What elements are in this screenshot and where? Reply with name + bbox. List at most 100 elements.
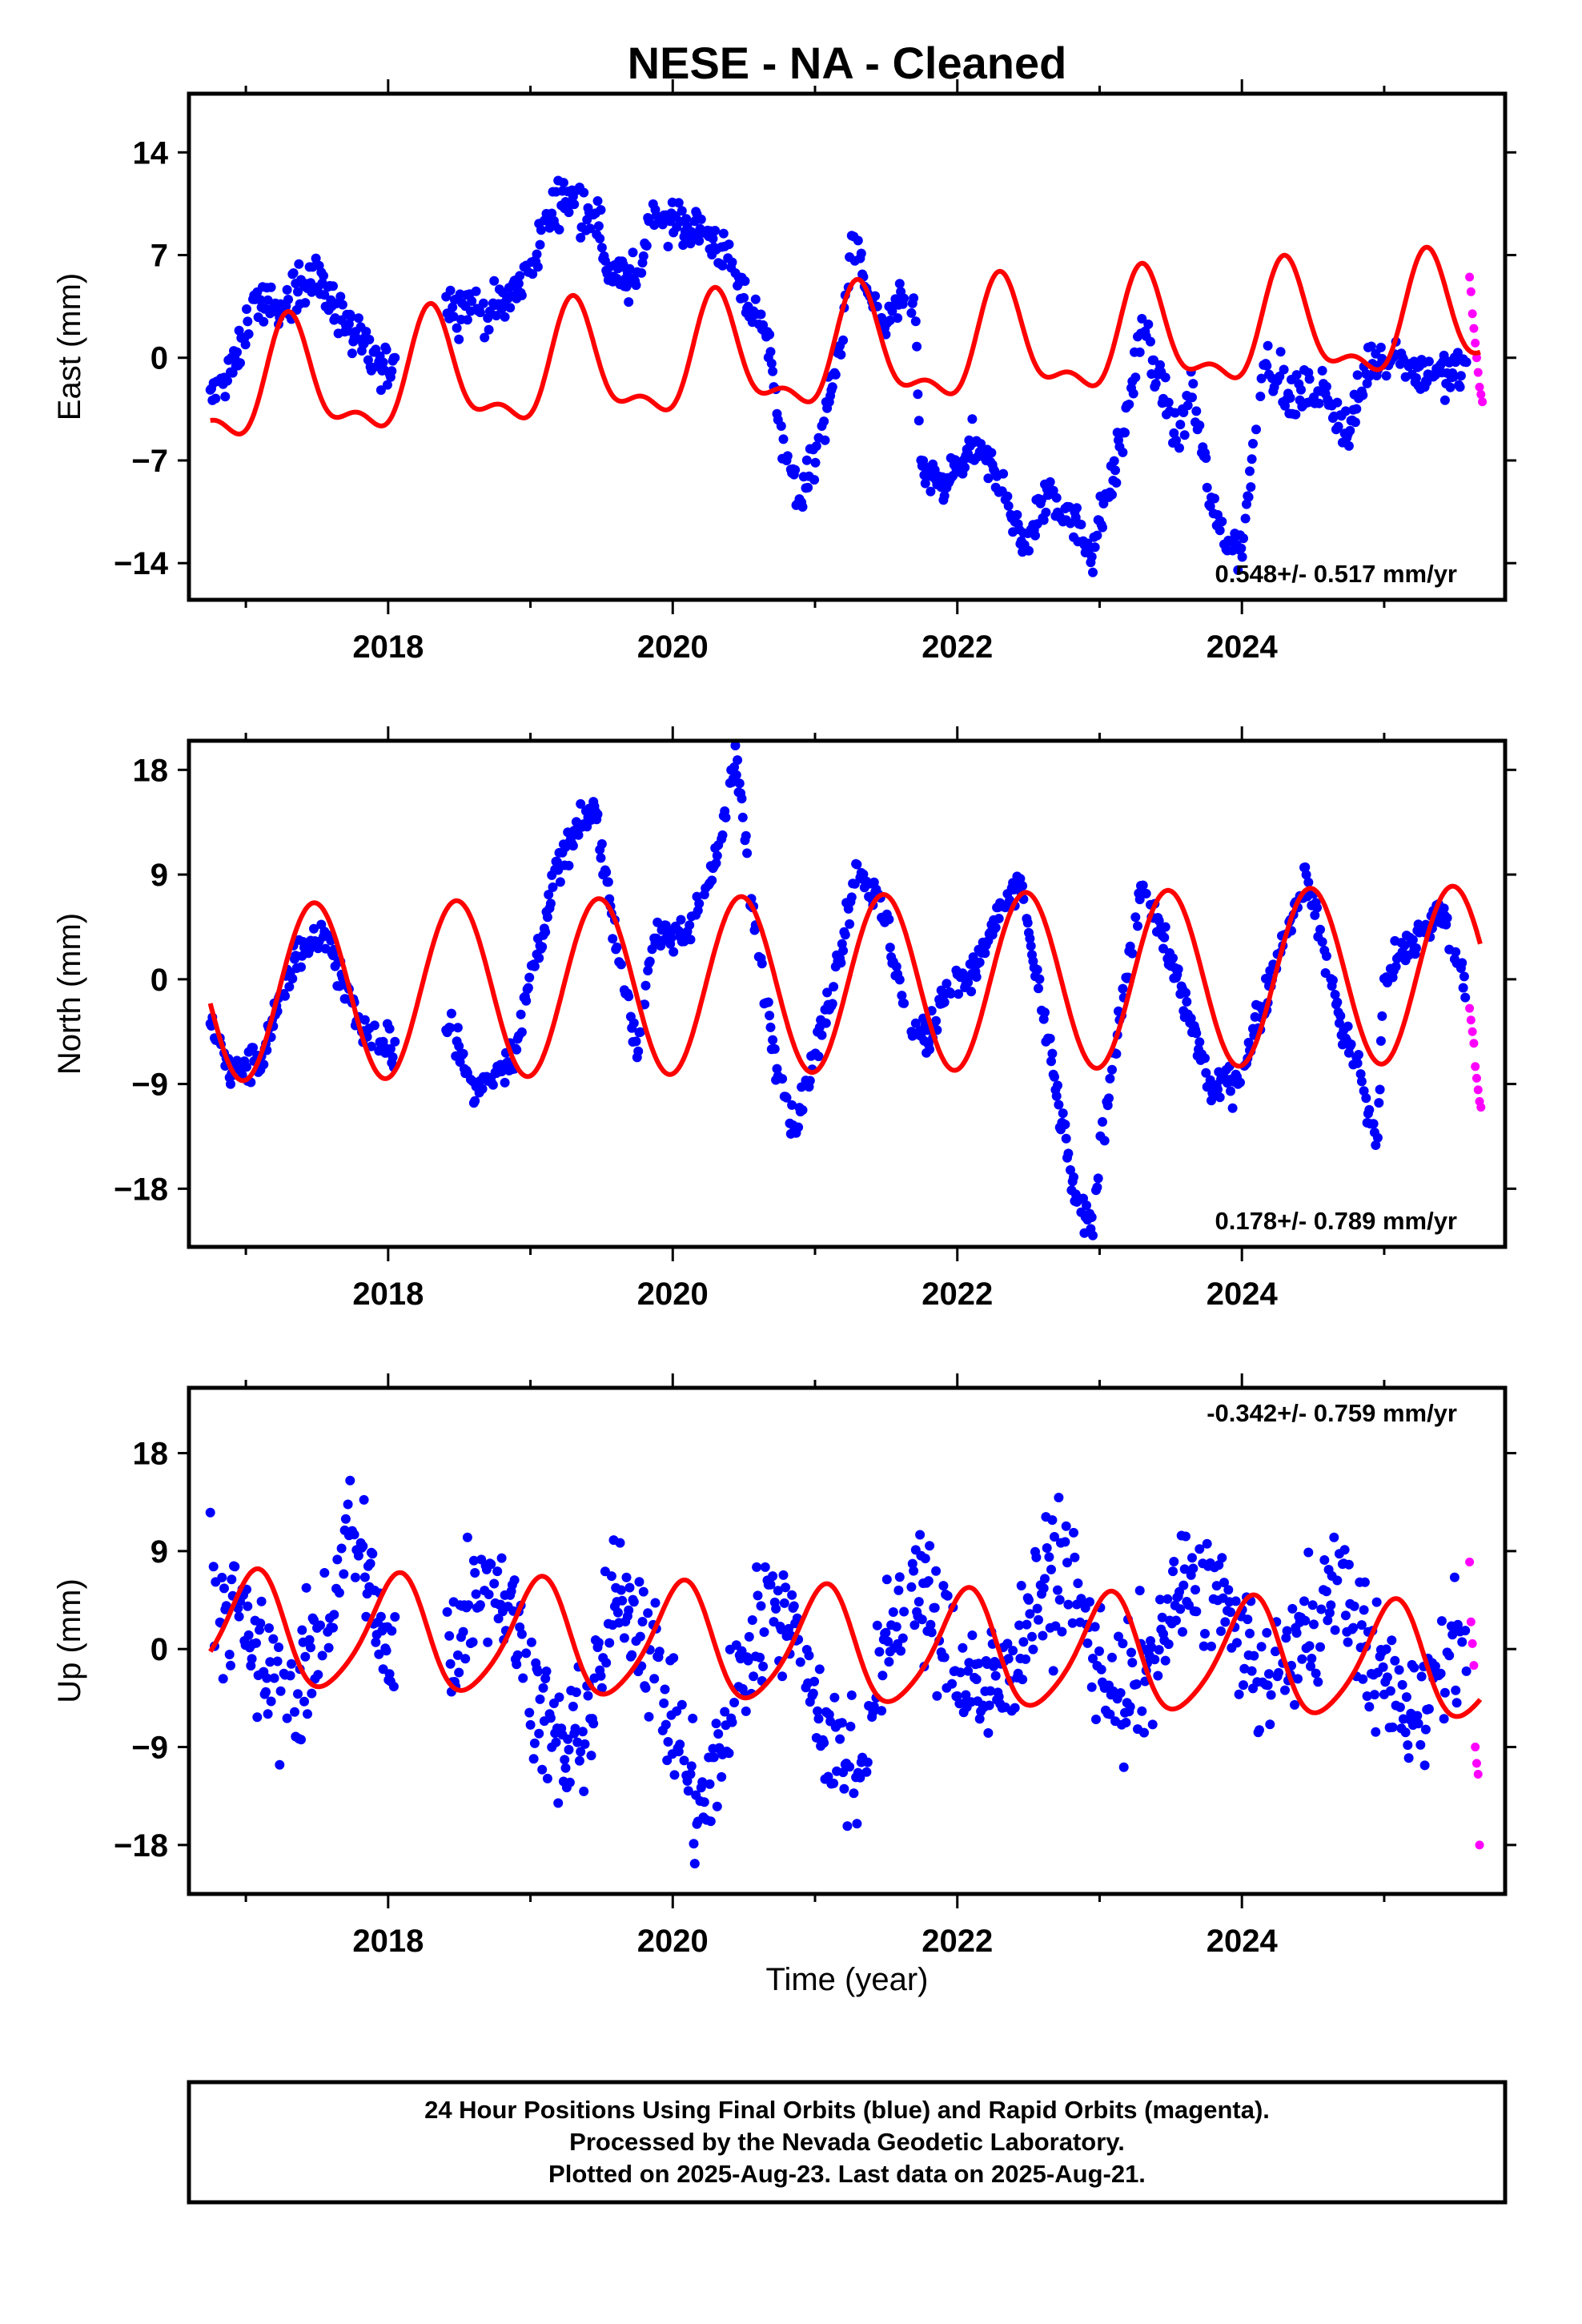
- final-point-up: [313, 1670, 323, 1680]
- final-point-up: [1220, 1617, 1231, 1627]
- final-point-east: [1045, 476, 1055, 487]
- final-point-north: [1372, 1132, 1383, 1143]
- final-point-up: [661, 1719, 671, 1730]
- final-point-up: [1157, 1612, 1167, 1622]
- x-tick-label-north-0: 2018: [352, 1277, 424, 1312]
- final-point-east: [1340, 406, 1351, 416]
- final-point-north: [542, 912, 552, 923]
- final-point-up: [1163, 1639, 1174, 1650]
- final-point-east: [467, 296, 477, 306]
- final-point-north: [793, 1122, 804, 1132]
- final-point-north: [994, 914, 1004, 923]
- final-point-up: [296, 1735, 306, 1745]
- final-point-up: [752, 1562, 762, 1572]
- final-point-north: [1356, 1076, 1367, 1087]
- final-point-north: [1186, 1013, 1196, 1023]
- final-point-north: [523, 983, 533, 993]
- final-point-up: [1199, 1641, 1209, 1651]
- rapid-point-north-8: [1476, 1103, 1486, 1112]
- final-point-north: [1300, 862, 1311, 872]
- final-point-north: [884, 915, 894, 924]
- final-point-east: [1375, 342, 1386, 352]
- final-point-east: [782, 451, 793, 461]
- final-point-up: [263, 1709, 273, 1719]
- final-point-east: [1178, 408, 1189, 417]
- final-point-up: [1125, 1702, 1135, 1712]
- final-point-up: [1439, 1714, 1449, 1724]
- final-point-east: [532, 262, 543, 272]
- final-point-north: [910, 1018, 921, 1028]
- final-point-north: [616, 959, 626, 970]
- final-point-up: [583, 1691, 593, 1701]
- final-point-north: [1046, 1056, 1056, 1067]
- final-point-east: [1143, 320, 1154, 329]
- final-point-up: [939, 1652, 950, 1663]
- final-point-east: [696, 214, 706, 224]
- final-point-east: [1262, 360, 1272, 371]
- final-point-up: [1169, 1557, 1179, 1566]
- final-point-up: [1191, 1606, 1202, 1617]
- final-point-north: [500, 1077, 510, 1088]
- final-point-north: [931, 1015, 942, 1026]
- final-point-up: [1139, 1727, 1149, 1738]
- final-point-east: [819, 416, 829, 427]
- final-point-east: [1051, 493, 1062, 503]
- final-point-east: [1215, 525, 1225, 536]
- final-point-north: [521, 995, 532, 1006]
- final-point-up: [1107, 1652, 1117, 1663]
- final-point-up: [365, 1558, 375, 1569]
- final-point-up: [563, 1734, 573, 1744]
- final-point-east: [750, 294, 761, 304]
- final-point-up: [955, 1667, 966, 1678]
- final-point-up: [381, 1646, 391, 1656]
- final-point-up: [838, 1767, 849, 1778]
- y-tick-label-north-1: −9: [131, 1068, 168, 1103]
- final-point-up: [640, 1683, 651, 1693]
- final-point-up: [388, 1682, 399, 1691]
- final-point-up: [813, 1714, 824, 1724]
- final-point-up: [809, 1676, 820, 1687]
- final-point-up: [541, 1667, 552, 1676]
- final-point-up: [1316, 1604, 1327, 1614]
- final-point-east: [649, 220, 660, 230]
- final-point-up: [1323, 1615, 1333, 1626]
- final-point-east: [960, 462, 970, 472]
- final-point-up: [1147, 1719, 1158, 1730]
- final-point-up: [384, 1669, 395, 1679]
- final-point-up: [1439, 1687, 1450, 1698]
- rapid-point-east-9: [1478, 397, 1488, 407]
- final-point-up: [475, 1600, 485, 1610]
- final-point-up: [1115, 1688, 1126, 1698]
- final-point-east: [319, 271, 328, 281]
- final-point-up: [601, 1658, 612, 1668]
- final-point-east: [300, 298, 311, 308]
- final-point-up: [540, 1674, 551, 1683]
- final-point-up: [779, 1598, 789, 1608]
- final-point-north: [1045, 1033, 1055, 1043]
- final-point-north: [1061, 1133, 1071, 1144]
- final-point-north: [669, 947, 679, 957]
- final-point-up: [1153, 1671, 1163, 1681]
- final-point-north: [990, 923, 1001, 933]
- final-point-up: [1420, 1724, 1431, 1735]
- final-point-up: [1046, 1564, 1056, 1574]
- final-point-up: [907, 1558, 917, 1569]
- final-point-east: [452, 323, 462, 333]
- final-point-east: [910, 316, 921, 327]
- final-point-east: [491, 311, 501, 321]
- final-point-up: [217, 1572, 227, 1582]
- final-point-east: [576, 232, 586, 243]
- final-point-east: [535, 239, 545, 250]
- final-point-east: [1285, 392, 1295, 403]
- final-point-up: [1202, 1538, 1212, 1549]
- final-point-up: [1042, 1543, 1052, 1553]
- final-point-north: [765, 1011, 775, 1021]
- final-point-east: [448, 302, 458, 312]
- final-point-up: [778, 1570, 789, 1580]
- final-point-north: [852, 859, 862, 870]
- final-point-north: [624, 991, 634, 1002]
- final-point-north: [1181, 987, 1191, 998]
- final-point-north: [781, 1092, 792, 1103]
- final-point-north: [1053, 1080, 1062, 1091]
- final-point-east: [1187, 392, 1197, 403]
